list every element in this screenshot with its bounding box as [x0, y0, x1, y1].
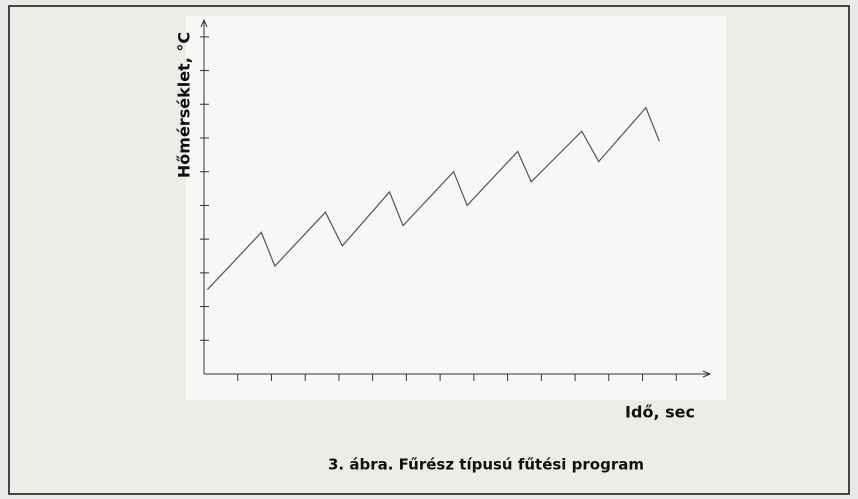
caption: 3. ábra. Fűrész típusú fűtési program	[328, 456, 644, 474]
line-series	[206, 106, 660, 291]
x-axis-arrow	[702, 370, 712, 378]
plot-area	[186, 16, 726, 400]
y-axis-arrow	[200, 18, 208, 28]
y-axis-label: Hőmérséklet, °C	[175, 32, 194, 178]
x-axis-label: Idő, sec	[625, 403, 695, 422]
